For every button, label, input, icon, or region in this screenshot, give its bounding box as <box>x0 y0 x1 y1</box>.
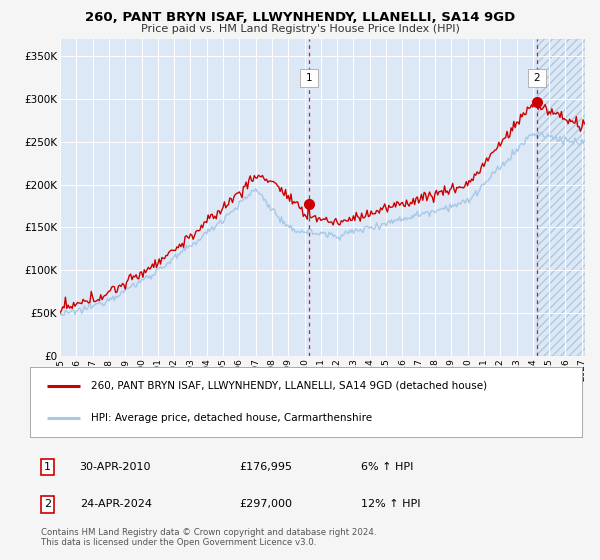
Text: £176,995: £176,995 <box>240 462 293 472</box>
Text: Contains HM Land Registry data © Crown copyright and database right 2024.
This d: Contains HM Land Registry data © Crown c… <box>41 528 377 547</box>
Text: £297,000: £297,000 <box>240 500 293 510</box>
Text: 2: 2 <box>44 500 51 510</box>
Text: 1: 1 <box>305 73 312 83</box>
Text: 1: 1 <box>44 462 51 472</box>
Text: Price paid vs. HM Land Registry's House Price Index (HPI): Price paid vs. HM Land Registry's House … <box>140 24 460 34</box>
Text: 24-APR-2024: 24-APR-2024 <box>80 500 152 510</box>
Text: 6% ↑ HPI: 6% ↑ HPI <box>361 462 413 472</box>
Text: 260, PANT BRYN ISAF, LLWYNHENDY, LLANELLI, SA14 9GD: 260, PANT BRYN ISAF, LLWYNHENDY, LLANELL… <box>85 11 515 24</box>
Text: 30-APR-2010: 30-APR-2010 <box>80 462 151 472</box>
Text: 12% ↑ HPI: 12% ↑ HPI <box>361 500 421 510</box>
Text: 260, PANT BRYN ISAF, LLWYNHENDY, LLANELLI, SA14 9GD (detached house): 260, PANT BRYN ISAF, LLWYNHENDY, LLANELL… <box>91 381 487 391</box>
Bar <box>537 39 585 356</box>
Text: HPI: Average price, detached house, Carmarthenshire: HPI: Average price, detached house, Carm… <box>91 413 372 423</box>
Text: 2: 2 <box>533 73 540 83</box>
